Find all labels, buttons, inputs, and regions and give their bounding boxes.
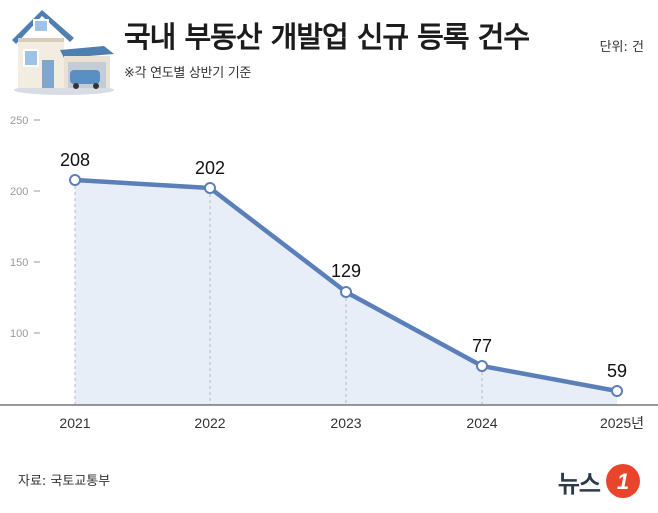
- data-label-2024: 77: [472, 336, 492, 356]
- data-label-2023: 129: [331, 261, 361, 281]
- data-label-2021: 208: [60, 150, 90, 170]
- news1-logo: 뉴스 1: [558, 460, 642, 502]
- unit-label: 단위: 건: [599, 40, 644, 55]
- y-tick-100: 100: [10, 328, 28, 340]
- y-tick-250: 250: [10, 115, 28, 127]
- point-2021: [69, 174, 81, 186]
- logo-badge-icon: 1: [606, 464, 640, 498]
- chart-title: 국내 부동산 개발업 신규 등록 건수: [124, 20, 530, 54]
- x-label-2021: 2021: [59, 415, 90, 431]
- x-label-2024: 2024: [466, 415, 497, 431]
- data-label-2025: 59: [607, 361, 627, 381]
- data-labels: 208 202 129 77 59: [60, 150, 627, 381]
- data-points: [69, 174, 623, 397]
- x-label-2023: 2023: [330, 415, 361, 431]
- y-tick-150: 150: [10, 257, 28, 269]
- x-axis-labels: 2021 2022 2023 2024 2025년: [59, 415, 644, 431]
- chart-subtitle: ※각 연도별 상반기 기준: [124, 66, 252, 81]
- data-label-2022: 202: [195, 158, 225, 178]
- x-label-2025: 2025년: [600, 415, 644, 431]
- logo-text: 뉴스: [557, 469, 601, 498]
- source-label: 자료: 국토교통부: [18, 474, 111, 489]
- y-axis: 250 200 150 100: [10, 115, 40, 340]
- point-2022: [204, 182, 216, 194]
- x-label-2022: 2022: [194, 415, 225, 431]
- point-2024: [476, 360, 488, 372]
- y-tick-200: 200: [10, 186, 28, 198]
- house-illustration: [4, 2, 122, 96]
- logo-badge-text: 1: [617, 469, 629, 494]
- point-2023: [340, 286, 352, 298]
- point-2025: [611, 385, 623, 397]
- drop-lines: [74, 186, 483, 405]
